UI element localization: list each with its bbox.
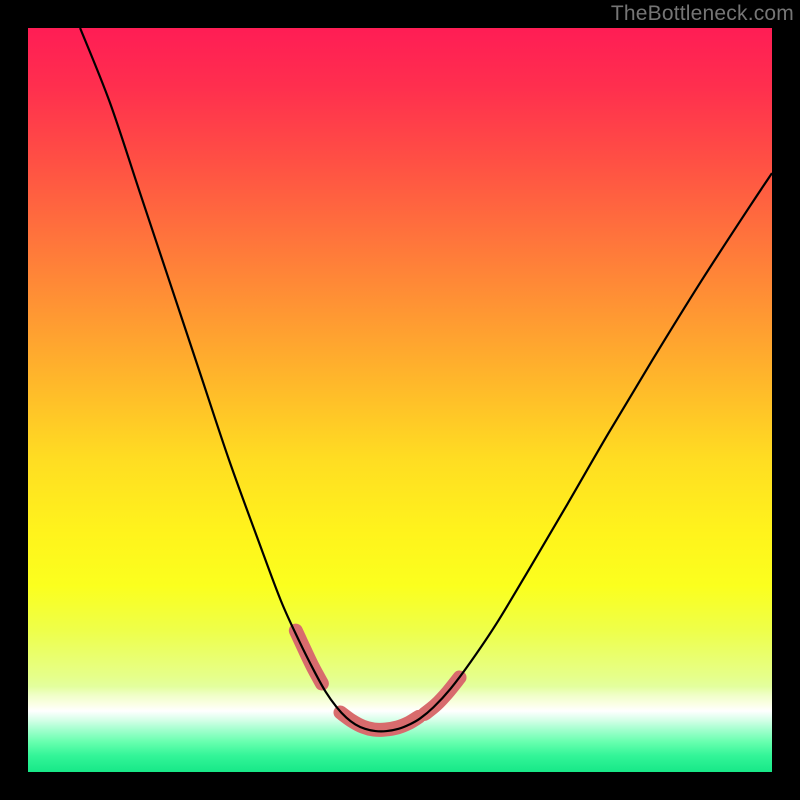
v-curve xyxy=(80,28,772,731)
curve-layer xyxy=(28,28,772,772)
chart-container: TheBottleneck.com xyxy=(0,0,800,800)
watermark-text: TheBottleneck.com xyxy=(611,2,794,26)
highlight-segment xyxy=(296,631,322,684)
highlight-segments xyxy=(296,631,460,730)
plot-area xyxy=(28,28,772,772)
